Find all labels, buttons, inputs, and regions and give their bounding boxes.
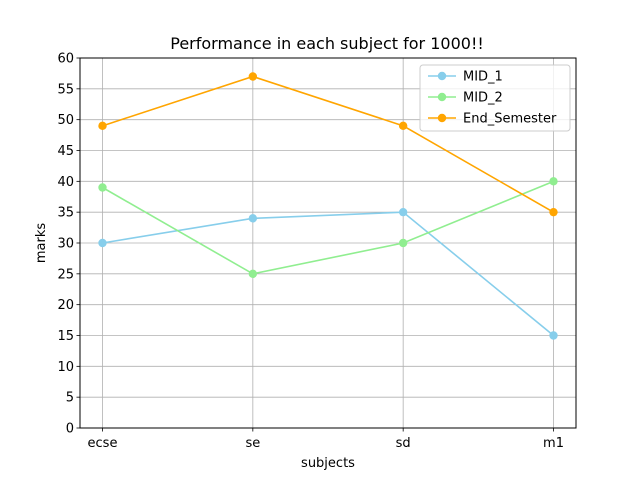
y-axis: 0 5 10 15 20 25 30 35 40 45 50 55 60 [57, 52, 80, 437]
x-tick-label: se [245, 436, 260, 451]
legend-marker [437, 92, 447, 102]
y-tick-label: 15 [57, 329, 74, 344]
y-tick-label: 30 [57, 237, 74, 252]
y-tick-label: 5 [66, 391, 74, 406]
x-axis-label: subjects [301, 456, 355, 471]
x-tick-label: sd [396, 436, 411, 451]
series-end-semester [98, 72, 558, 217]
legend-marker [437, 113, 447, 123]
chart-title: Performance in each subject for 1000!! [170, 34, 484, 53]
y-tick-label: 40 [57, 175, 74, 190]
series-mid-2 [98, 177, 558, 279]
series-line [102, 180, 554, 275]
data-point [549, 207, 558, 217]
y-tick-label: 10 [57, 360, 74, 375]
y-tick-label: 0 [66, 422, 74, 437]
legend-item: MID_2 [428, 91, 503, 106]
y-tick-label: 55 [57, 82, 74, 97]
data-point [98, 238, 107, 248]
y-tick-label: 45 [57, 144, 74, 159]
legend-label: MID_1 [463, 70, 503, 85]
data-point [248, 72, 258, 81]
data-point [398, 238, 408, 248]
y-axis-label: marks [34, 223, 49, 264]
y-tick-label: 60 [57, 52, 74, 67]
data-point [248, 214, 258, 223]
data-point [549, 331, 558, 340]
series-layer [98, 72, 558, 340]
series-line [102, 75, 554, 213]
data-point [98, 183, 107, 192]
x-tick-label: m1 [543, 436, 564, 451]
legend-marker [437, 71, 447, 81]
legend-box [419, 64, 571, 132]
y-tick-label: 25 [57, 267, 74, 282]
data-point [549, 177, 558, 186]
x-axis: ecse se sd m1 [88, 428, 564, 451]
y-tick-label: 20 [57, 298, 74, 313]
data-point [398, 207, 408, 217]
data-point [398, 121, 408, 131]
legend: MID_1 MID_2 End_Semester [419, 64, 571, 132]
data-point [98, 121, 107, 131]
y-tick-label: 35 [57, 206, 74, 221]
legend-label: End_Semester [463, 112, 557, 127]
legend-item: End_Semester [428, 112, 557, 127]
data-point [248, 269, 258, 279]
legend-item: MID_1 [428, 70, 503, 85]
y-tick-label: 50 [57, 113, 74, 128]
legend-label: MID_2 [463, 91, 503, 106]
x-tick-label: ecse [88, 436, 118, 451]
